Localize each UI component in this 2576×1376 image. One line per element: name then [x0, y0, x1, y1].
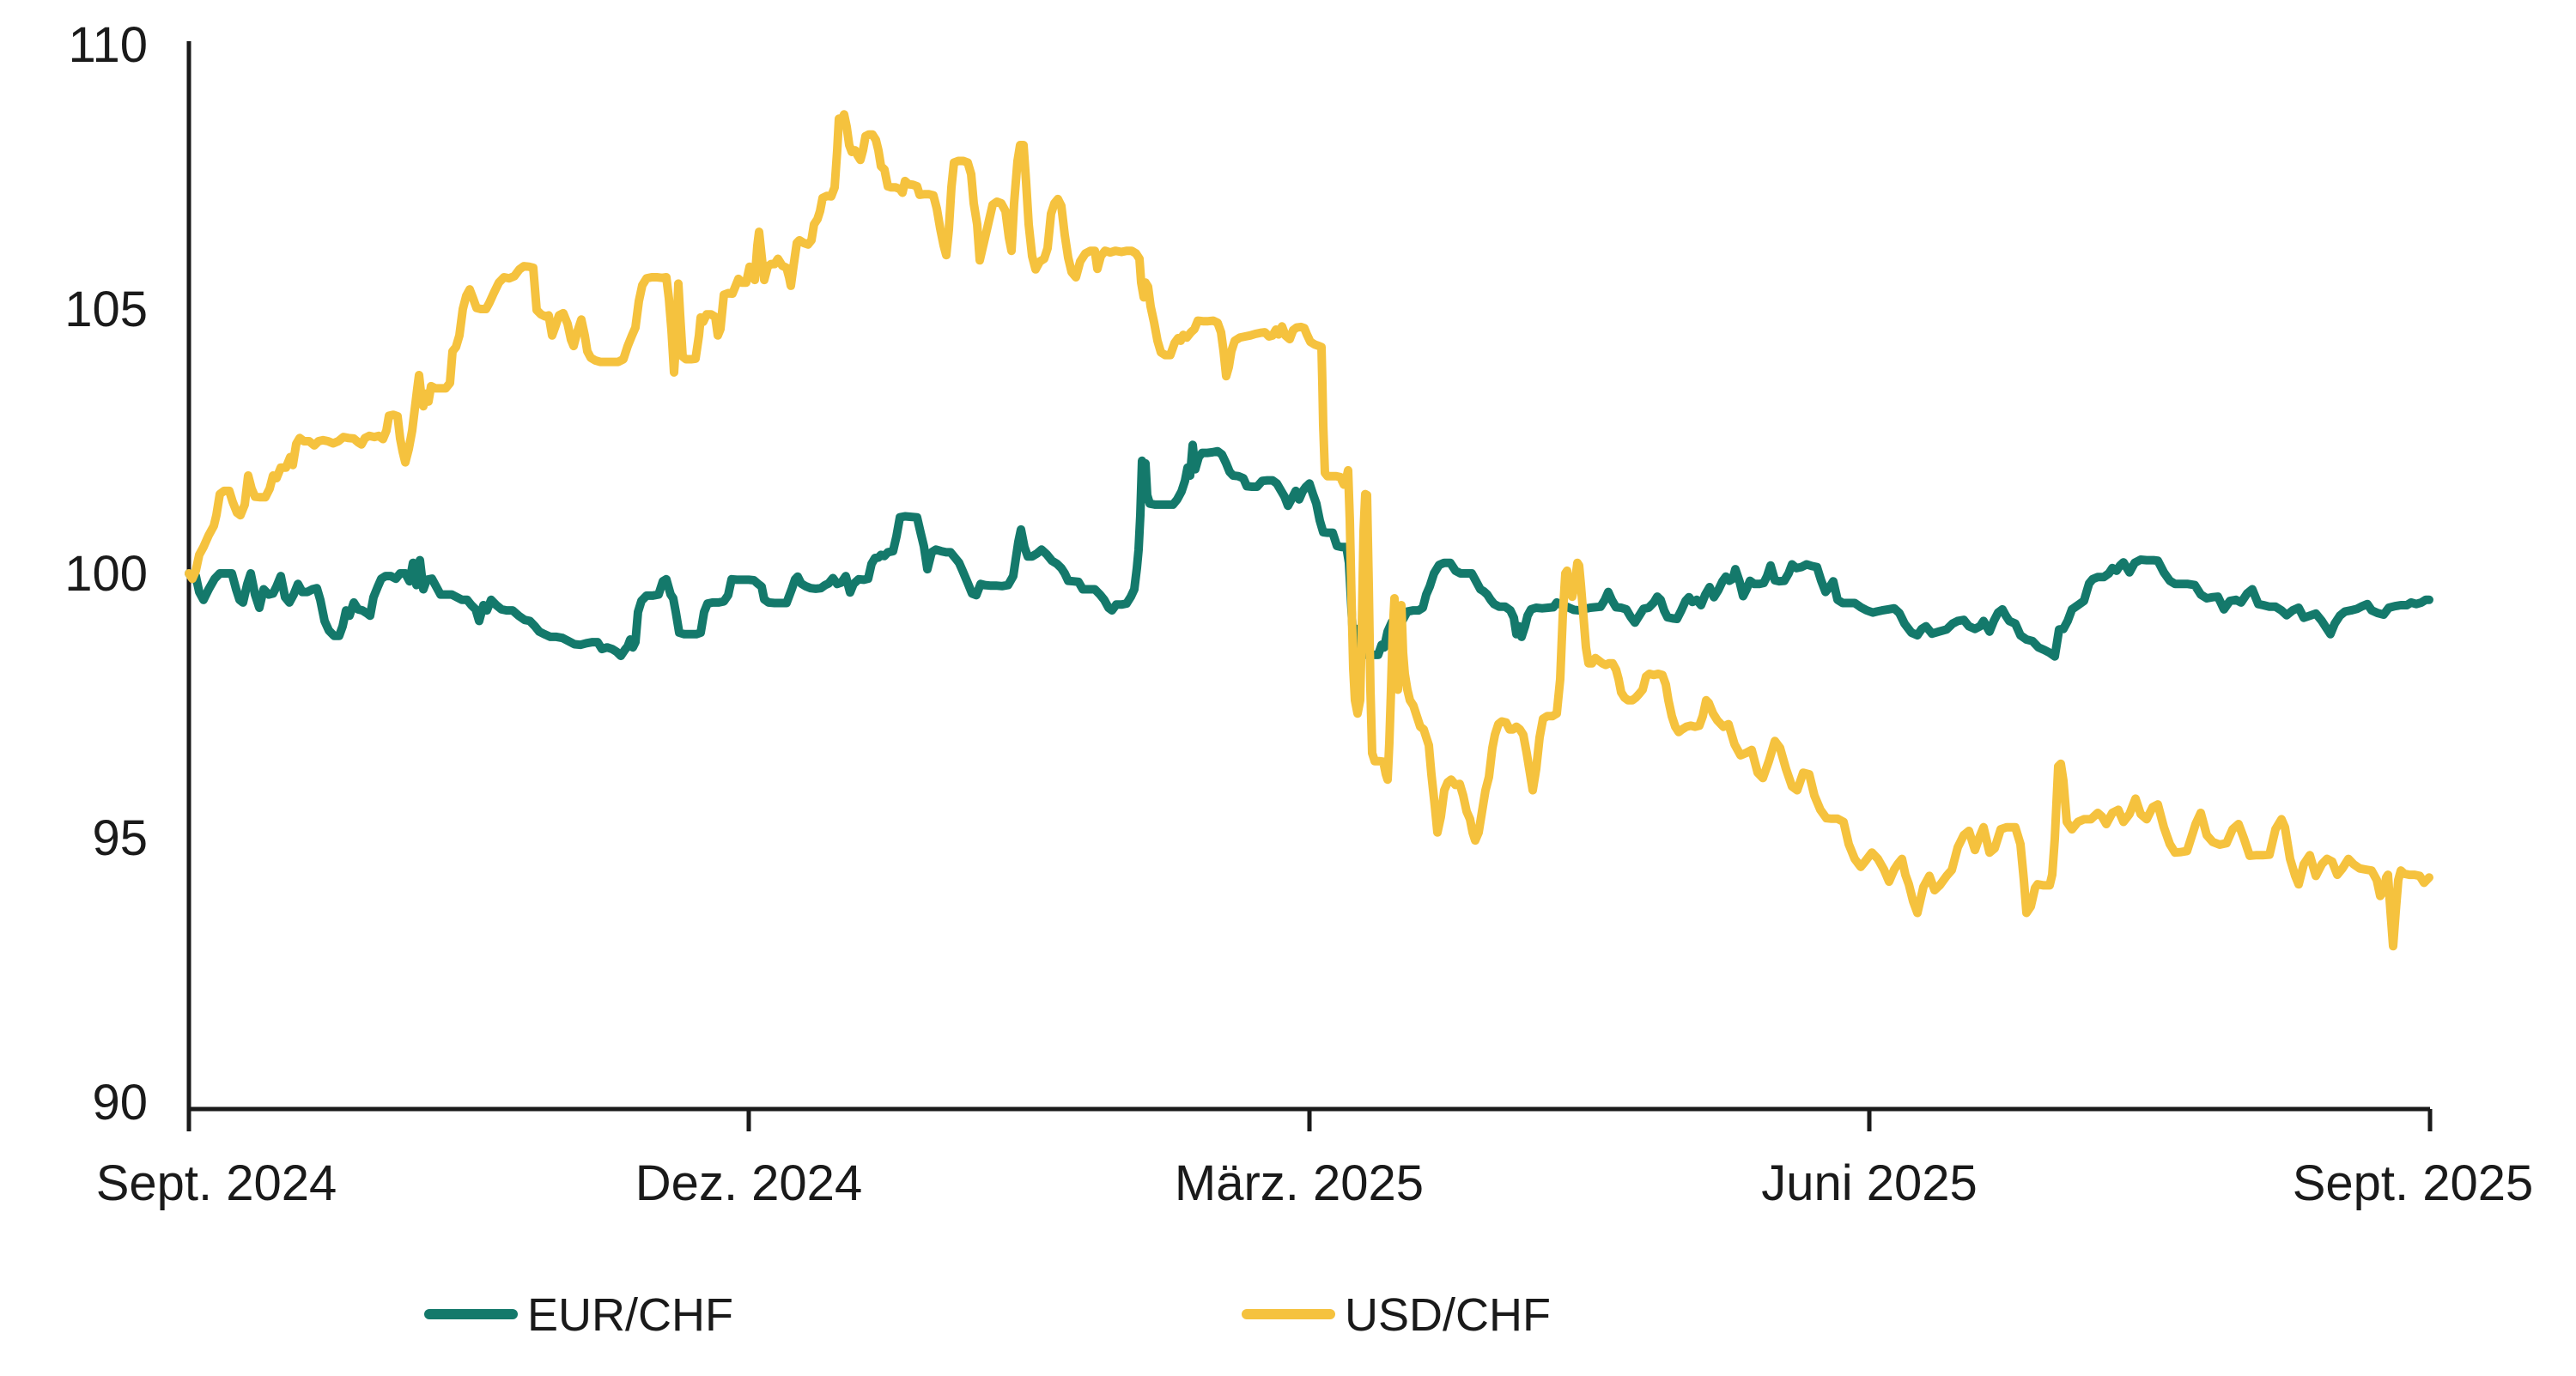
eur-chf-legend-label: EUR/CHF	[527, 1289, 733, 1341]
y-axis-label-105: 105	[64, 282, 148, 337]
y-axis-label-95: 95	[92, 810, 148, 866]
y-axis-label-110: 110	[69, 17, 148, 73]
x-axis-label-sept-2025: Sept. 2025	[2293, 1155, 2534, 1211]
y-axis-label-100: 100	[64, 546, 148, 602]
usd-chf-line	[185, 110, 2433, 951]
eur-chf-line	[185, 440, 2433, 661]
usd-chf-legend-label: USD/CHF	[1345, 1289, 1551, 1341]
x-axis-label-sept-2024: Sept. 2024	[96, 1155, 337, 1211]
x-axis-labels: Sept. 2024 Dez. 2024 März. 2025 Juni 202…	[96, 1155, 2534, 1211]
legend: EUR/CHF USD/CHF	[424, 1289, 1551, 1341]
x-axis-label-juni-2025: Juni 2025	[1761, 1155, 1978, 1211]
x-axis-tick-marks	[186, 1109, 2433, 1131]
x-axis-label-maerz-2025: März. 2025	[1175, 1155, 1424, 1211]
y-axis-label-90: 90	[92, 1075, 148, 1131]
y-axis-labels: 110 105 100 95 90	[64, 17, 148, 1131]
x-axis-label-dez-2024: Dez. 2024	[635, 1155, 862, 1211]
